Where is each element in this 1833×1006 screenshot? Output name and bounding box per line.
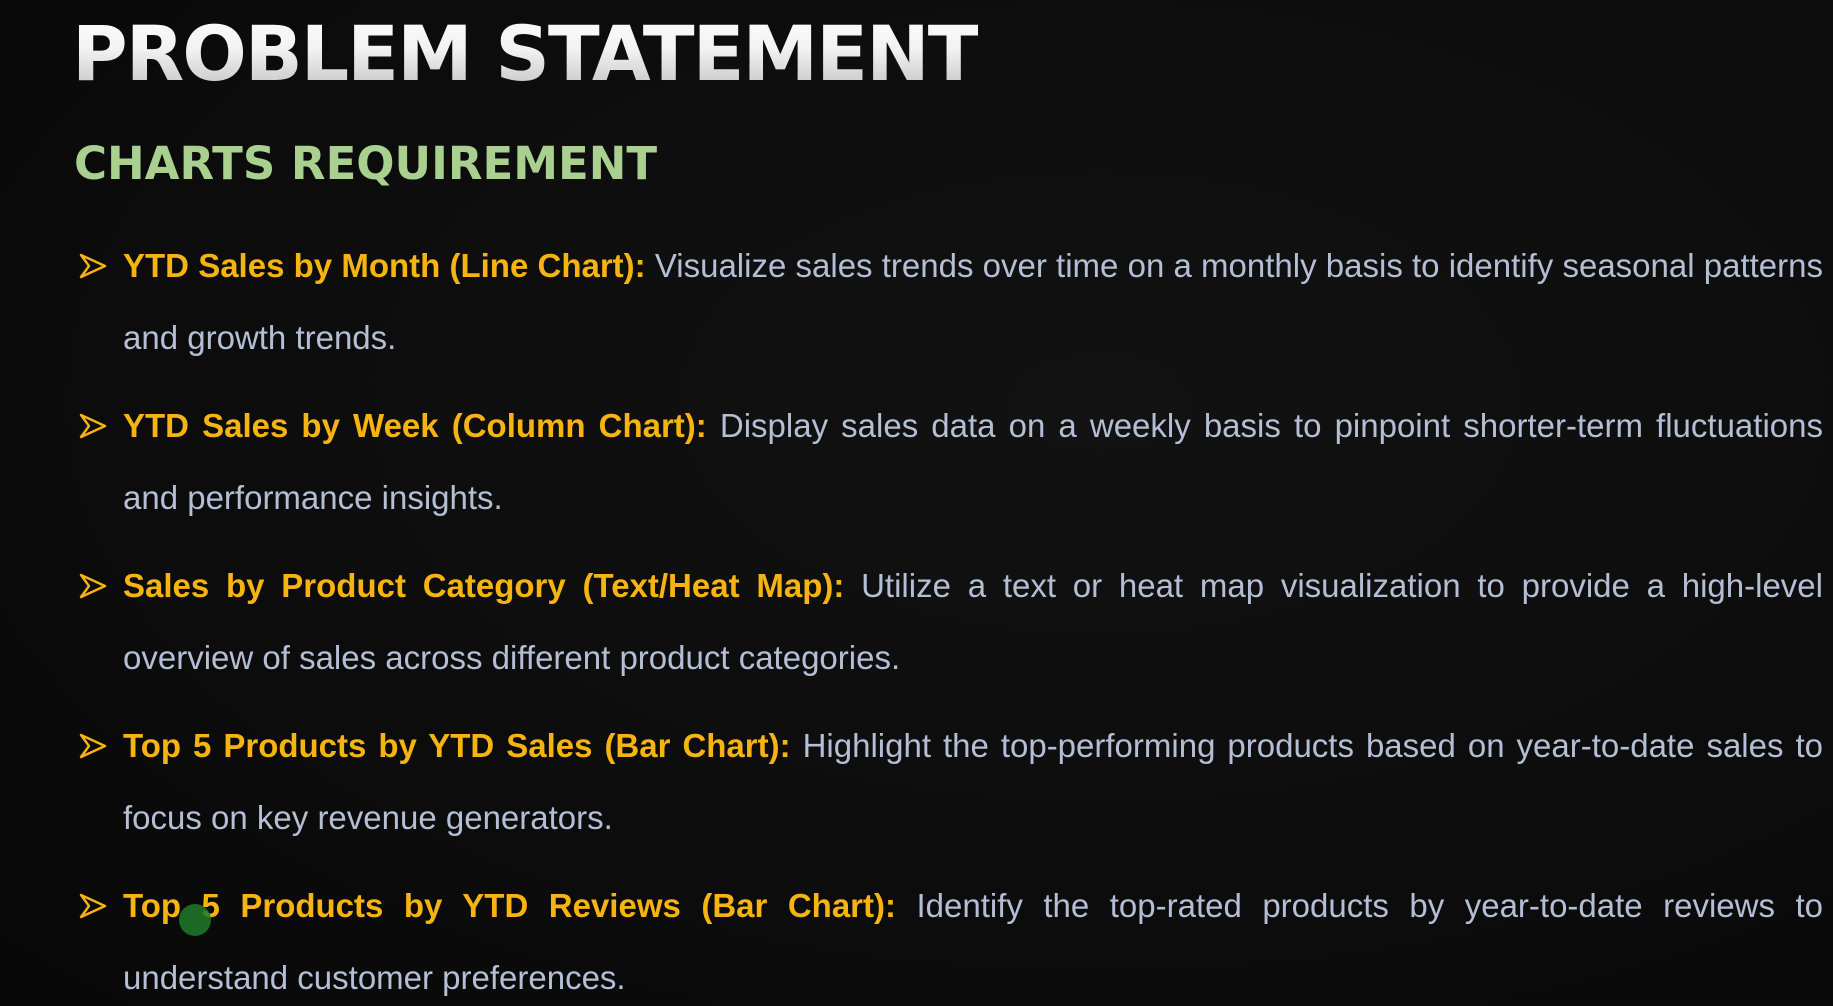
requirements-list: YTD Sales by Month (Line Chart): Visuali… — [78, 230, 1823, 1006]
requirement-item-ytd-sales-by-month: YTD Sales by Month (Line Chart): Visuali… — [78, 230, 1823, 390]
requirement-description: Utilize a text or heat map visualization… — [123, 567, 1823, 676]
requirement-heading: Top 5 Products by YTD Sales (Bar Chart): — [123, 727, 791, 764]
requirement-heading: Top 5 Products by YTD Reviews (Bar Chart… — [123, 887, 896, 924]
requirement-item-ytd-sales-by-week: YTD Sales by Week (Column Chart): Displa… — [78, 390, 1823, 550]
requirement-item-top-5-products-by-sales: Top 5 Products by YTD Sales (Bar Chart):… — [78, 710, 1823, 870]
arrowhead-bullet-icon — [79, 413, 107, 439]
requirement-heading: Sales by Product Category (Text/Heat Map… — [123, 567, 845, 604]
arrowhead-bullet-icon — [79, 573, 107, 599]
section-subtitle: CHARTS REQUIREMENT — [74, 137, 658, 190]
requirement-heading: YTD Sales by Month (Line Chart): — [123, 247, 646, 284]
requirement-description: Visualize sales trends over time on a mo… — [123, 247, 1824, 356]
requirement-heading: YTD Sales by Week (Column Chart): — [123, 407, 707, 444]
arrowhead-bullet-icon — [79, 733, 107, 759]
page-title: PROBLEM STATEMENT — [72, 6, 980, 102]
requirement-description: Highlight the top-performing products ba… — [123, 727, 1823, 836]
requirement-item-sales-by-product-category: Sales by Product Category (Text/Heat Map… — [78, 550, 1823, 710]
arrowhead-bullet-icon — [79, 893, 107, 919]
requirement-description: Display sales data on a weekly basis to … — [123, 407, 1823, 516]
requirement-item-top-5-products-by-reviews: Top 5 Products by YTD Reviews (Bar Chart… — [78, 870, 1823, 1006]
arrowhead-bullet-icon — [79, 253, 107, 279]
requirement-description: Identify the top-rated products by year-… — [123, 887, 1824, 996]
pointer-cursor-icon — [179, 904, 211, 936]
